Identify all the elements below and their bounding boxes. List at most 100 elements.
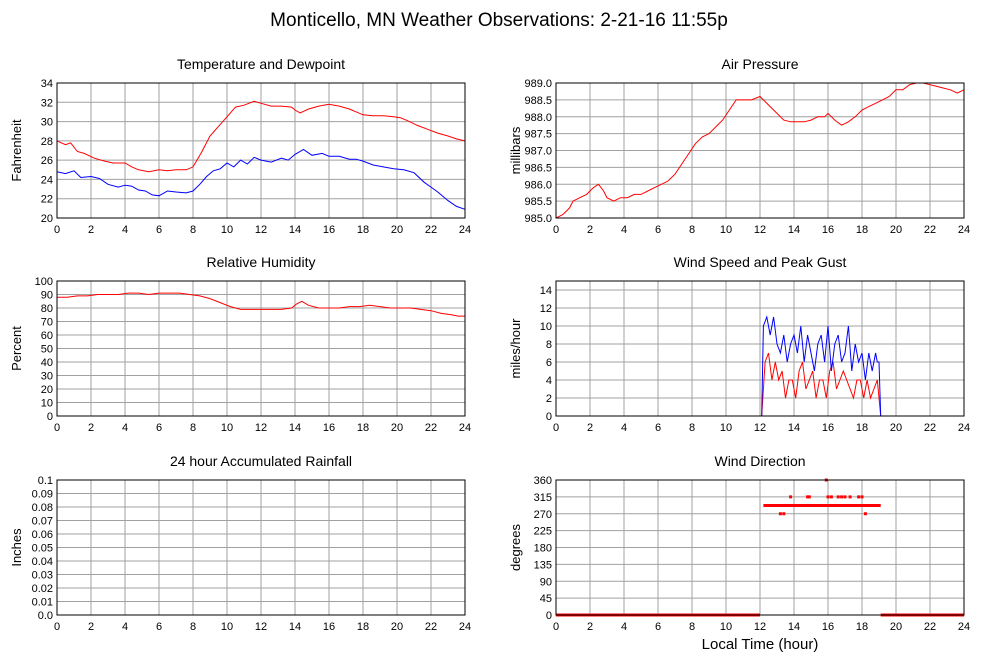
x-tick-label: 22	[425, 422, 437, 434]
y-tick-label: 0.09	[32, 489, 53, 501]
chart-humidity: 0 2 4 6 8 10 12 14 16 18 20 22 240102030405060708090…	[9, 254, 471, 434]
x-tick-label: 10	[221, 224, 233, 236]
y-tick-label: 10	[41, 398, 53, 410]
chart-title: Wind Direction	[714, 453, 805, 469]
y-tick-label: 20	[41, 213, 53, 225]
y-tick-label: 40	[41, 357, 53, 369]
direction-point	[848, 495, 852, 499]
plot-frame	[56, 82, 466, 219]
y-tick-label: 90	[41, 290, 53, 302]
y-tick-label: 14	[540, 285, 552, 297]
y-tick-label: 225	[534, 526, 552, 538]
x-tick-label: 20	[391, 224, 403, 236]
direction-point	[840, 495, 844, 499]
y-tick-label: 986.5	[524, 162, 552, 174]
direction-point	[836, 495, 840, 499]
x-tick-label: 16	[323, 621, 335, 633]
x-tick-label: 0	[553, 224, 559, 236]
y-tick-label: 989.0	[524, 78, 552, 90]
x-tick-label: 24	[958, 422, 970, 434]
chart-temp: 0 2 4 6 8 10 12 14 16 18 20 22 242022242628303234Tem…	[9, 56, 471, 236]
x-tick-label: 24	[459, 224, 471, 236]
chart-title: Relative Humidity	[207, 254, 316, 270]
y-tick-label: 987.0	[524, 146, 552, 158]
x-tick-label: 24	[958, 224, 970, 236]
y-tick-label: 26	[41, 155, 53, 167]
y-tick-label: 70	[41, 317, 53, 329]
x-tick-label: 2	[587, 621, 593, 633]
x-tick-label: 12	[754, 621, 766, 633]
y-tick-label: 180	[534, 543, 552, 555]
y-tick-label: 45	[540, 593, 552, 605]
y-tick-label: 0.07	[32, 516, 53, 528]
y-tick-label: 0	[47, 411, 53, 423]
x-axis-label: Local Time (hour)	[702, 636, 819, 653]
x-tick-label: 8	[190, 422, 196, 434]
y-tick-label: 12	[540, 303, 552, 315]
x-tick-label: 14	[289, 224, 301, 236]
y-axis-label: Fahrenheit	[9, 119, 24, 182]
direction-point	[812, 504, 816, 507]
x-tick-label: 22	[425, 224, 437, 236]
chart-title: Temperature and Dewpoint	[177, 56, 345, 72]
x-tick-label: 2	[88, 621, 94, 633]
x-tick-label: 20	[890, 224, 902, 236]
direction-point	[857, 495, 861, 499]
x-tick-label: 4	[122, 224, 128, 236]
y-tick-label: 0.04	[32, 556, 53, 568]
y-tick-label: 985.5	[524, 196, 552, 208]
y-tick-label: 100	[35, 276, 53, 288]
x-tick-label: 12	[255, 224, 267, 236]
y-tick-label: 20	[41, 384, 53, 396]
y-axis-label: millibars	[508, 126, 523, 174]
y-tick-label: 0.1	[38, 475, 53, 487]
direction-point	[860, 495, 864, 499]
direction-point	[782, 512, 786, 516]
x-tick-label: 24	[459, 422, 471, 434]
y-axis-label: miles/hour	[508, 318, 523, 379]
series-line-red	[56, 100, 466, 173]
x-tick-label: 12	[255, 621, 267, 633]
y-tick-label: 6	[546, 357, 552, 369]
x-tick-label: 14	[788, 224, 800, 236]
series-line-blue	[556, 315, 964, 417]
y-tick-label: 270	[534, 509, 552, 521]
plot-frame	[555, 82, 965, 219]
x-tick-label: 2	[88, 422, 94, 434]
page-title: Monticello, MN Weather Observations: 2-2…	[270, 10, 728, 31]
y-tick-label: 60	[41, 330, 53, 342]
chart-title: 24 hour Accumulated Rainfall	[170, 453, 352, 469]
chart-rain: 0 2 4 6 8 10 12 14 16 18 20 22 240.00.010.020.030.04…	[9, 453, 471, 633]
x-tick-label: 16	[822, 422, 834, 434]
chart-pressure: 0 2 4 6 8 10 12 14 16 18 20 22 24985.0985.5986.0986.…	[508, 56, 970, 236]
x-tick-label: 4	[621, 224, 627, 236]
x-tick-label: 0	[553, 621, 559, 633]
x-tick-label: 4	[122, 422, 128, 434]
x-tick-label: 0	[54, 621, 60, 633]
y-tick-label: 4	[546, 375, 552, 387]
direction-point	[829, 495, 833, 499]
x-tick-label: 10	[720, 224, 732, 236]
y-tick-label: 315	[534, 492, 552, 504]
y-tick-label: 987.5	[524, 129, 552, 141]
y-axis-label: Inches	[9, 528, 24, 567]
y-tick-label: 0.01	[32, 597, 53, 609]
x-tick-label: 0	[553, 422, 559, 434]
x-tick-label: 20	[391, 422, 403, 434]
y-tick-label: 28	[41, 136, 53, 148]
x-tick-label: 24	[958, 621, 970, 633]
x-tick-label: 4	[122, 621, 128, 633]
x-tick-label: 10	[221, 422, 233, 434]
series-line-red	[556, 352, 964, 417]
direction-point	[865, 504, 869, 507]
y-tick-label: 22	[41, 194, 53, 206]
y-tick-label: 0.06	[32, 529, 53, 541]
y-tick-label: 30	[41, 117, 53, 129]
x-tick-label: 18	[856, 422, 868, 434]
y-tick-label: 0	[546, 411, 552, 423]
y-tick-label: 0.08	[32, 502, 53, 514]
direction-point	[807, 495, 811, 499]
x-tick-label: 2	[88, 224, 94, 236]
x-tick-label: 12	[754, 224, 766, 236]
